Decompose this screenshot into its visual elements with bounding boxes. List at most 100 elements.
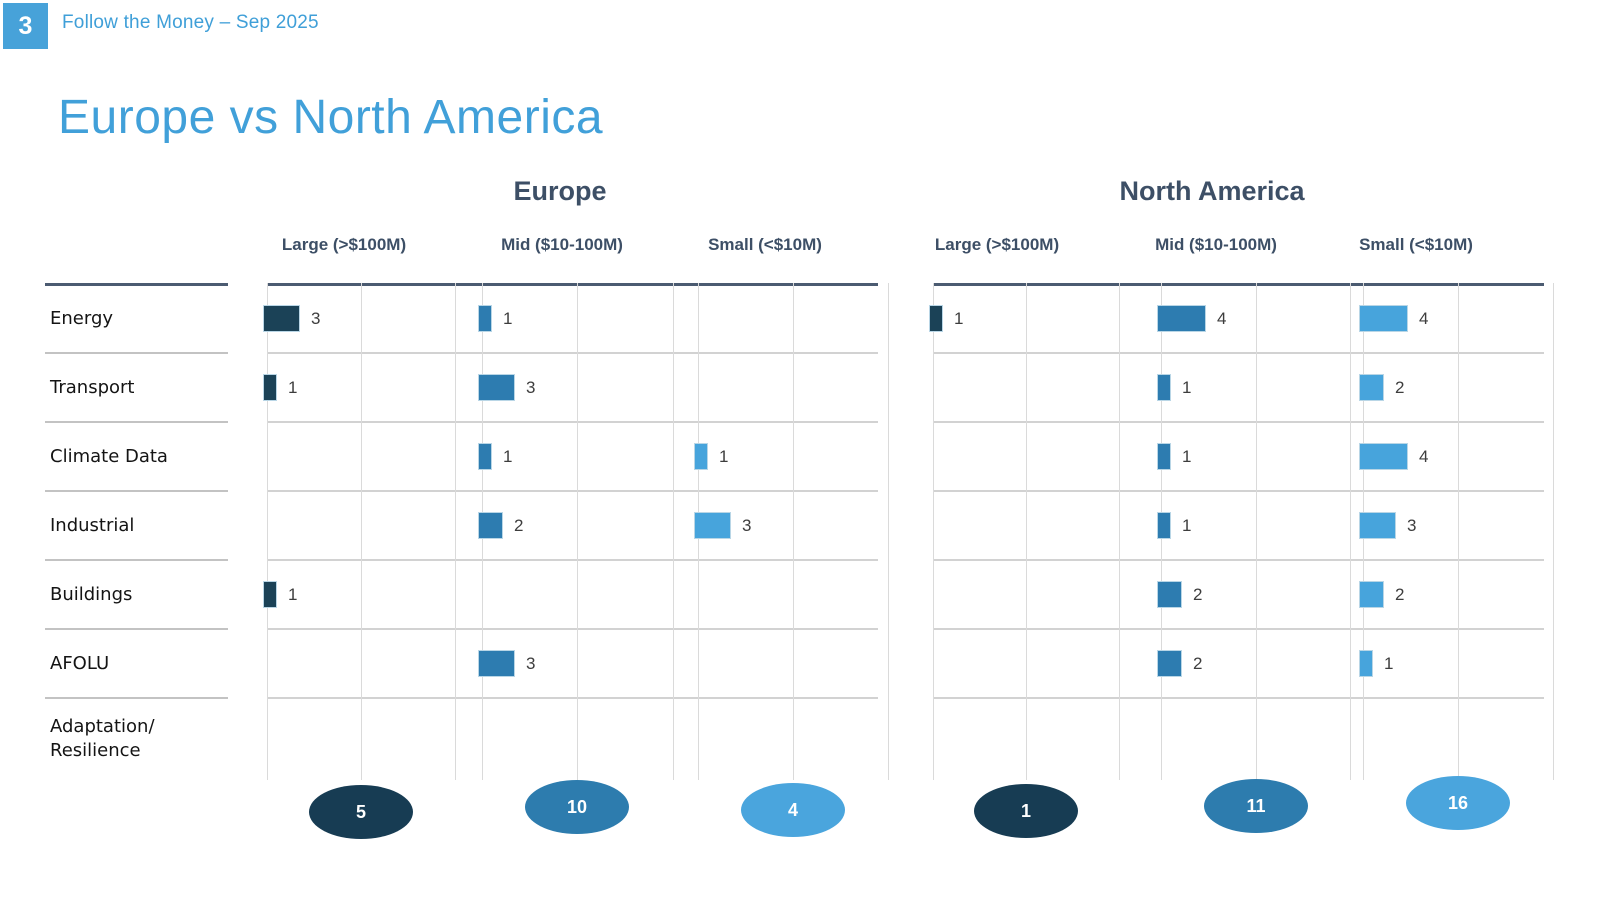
grid-vline [1458, 283, 1459, 780]
row-separator [45, 421, 228, 423]
bar-north-america-afolu-mid-10-100m [1157, 650, 1182, 677]
bar-north-america-energy-small-10m [1359, 305, 1408, 332]
bar-value-label: 1 [1182, 378, 1192, 397]
row-separator [267, 628, 878, 630]
bar-europe-climate-data-mid-10-100m [478, 443, 492, 470]
bar-value-label: 3 [311, 309, 321, 328]
row-label-energy: Energy [50, 307, 114, 329]
bar-value-label: 1 [1384, 654, 1394, 673]
total-badge-north-america-small-10m: 16 [1406, 776, 1510, 830]
bar-value-label: 2 [1395, 585, 1405, 604]
bar-value-label: 1 [503, 309, 513, 328]
row-separator [933, 352, 1544, 354]
bar-europe-transport-large-100m [263, 374, 277, 401]
bar-north-america-buildings-mid-10-100m [1157, 581, 1182, 608]
bar-value-label: 3 [1407, 516, 1417, 535]
bar-value-label: 1 [503, 447, 513, 466]
bar-europe-transport-mid-10-100m [478, 374, 515, 401]
bar-north-america-buildings-small-10m [1359, 581, 1384, 608]
row-header-top-rule [45, 283, 228, 286]
column-header-europe-large-100m: Large (>$100M) [281, 235, 407, 254]
bar-north-america-climate-data-small-10m [1359, 443, 1408, 470]
bar-value-label: 1 [954, 309, 964, 328]
column-header-europe-mid-10-100m: Mid ($10-100M) [501, 235, 623, 254]
bar-value-label: 3 [742, 516, 752, 535]
total-badge-europe-large-100m: 5 [309, 785, 413, 839]
row-separator [45, 490, 228, 492]
bar-value-label: 2 [1395, 378, 1405, 397]
grid-vline [1350, 283, 1351, 780]
bar-value-label: 2 [514, 516, 524, 535]
bar-europe-buildings-large-100m [263, 581, 277, 608]
column-header-north-america-mid-10-100m: Mid ($10-100M) [1155, 235, 1277, 254]
total-badge-europe-small-10m: 4 [741, 783, 845, 837]
grid-vline [673, 283, 674, 780]
total-badge-europe-mid-10-100m: 10 [525, 780, 629, 834]
bar-north-america-energy-large-100m [929, 305, 943, 332]
deck-title: Follow the Money – Sep 2025 [62, 12, 319, 33]
bar-value-label: 1 [1182, 516, 1192, 535]
row-separator [933, 490, 1544, 492]
bar-value-label: 2 [1193, 585, 1203, 604]
north-america-grid-top-rule [933, 283, 1544, 286]
bar-north-america-industrial-mid-10-100m [1157, 512, 1171, 539]
row-separator [933, 628, 1544, 630]
column-header-north-america-small-10m: Small (<$10M) [1359, 235, 1473, 254]
grid-vline [888, 283, 889, 780]
north-america-chart-title: North America [1119, 176, 1305, 206]
row-separator [45, 352, 228, 354]
bar-north-america-afolu-small-10m [1359, 650, 1373, 677]
row-label-transport: Transport [50, 376, 135, 398]
row-separator [267, 421, 878, 423]
bar-north-america-climate-data-mid-10-100m [1157, 443, 1171, 470]
bar-value-label: 4 [1217, 309, 1227, 328]
bar-value-label: 1 [1182, 447, 1192, 466]
total-badge-north-america-mid-10-100m: 11 [1204, 779, 1308, 833]
bar-value-label: 2 [1193, 654, 1203, 673]
grid-vline [1256, 283, 1257, 780]
row-separator [45, 697, 228, 699]
bar-value-label: 4 [1419, 447, 1429, 466]
grid-vline [455, 283, 456, 780]
europe-chart-title: Europe [513, 176, 607, 206]
grid-vline [1119, 283, 1120, 780]
slide-title: Europe vs North America [58, 91, 604, 144]
bar-value-label: 1 [288, 585, 298, 604]
bar-value-label: 4 [1419, 309, 1429, 328]
row-separator [267, 559, 878, 561]
bar-europe-energy-mid-10-100m [478, 305, 492, 332]
bar-north-america-transport-mid-10-100m [1157, 374, 1171, 401]
europe-grid-top-rule [267, 283, 878, 286]
row-separator [45, 628, 228, 630]
row-label-afolu: AFOLU [50, 652, 110, 674]
row-separator [267, 352, 878, 354]
grid-vline [1026, 283, 1027, 780]
grid-vline [1553, 283, 1554, 780]
row-separator [267, 697, 878, 699]
row-label-climate-data: Climate Data [50, 445, 168, 467]
grid-vline [933, 283, 934, 780]
bar-europe-industrial-mid-10-100m [478, 512, 503, 539]
bar-value-label: 1 [719, 447, 729, 466]
row-separator [267, 490, 878, 492]
row-label-buildings: Buildings [50, 583, 133, 605]
grid-vline [793, 283, 794, 780]
bar-europe-climate-data-small-10m [694, 443, 708, 470]
bar-europe-industrial-small-10m [694, 512, 731, 539]
bar-value-label: 1 [288, 378, 298, 397]
grid-vline [267, 283, 268, 780]
bar-north-america-energy-mid-10-100m [1157, 305, 1206, 332]
bar-europe-afolu-mid-10-100m [478, 650, 515, 677]
bar-europe-energy-large-100m [263, 305, 300, 332]
column-header-europe-small-10m: Small (<$10M) [708, 235, 822, 254]
row-separator [45, 559, 228, 561]
grid-vline [577, 283, 578, 780]
bar-north-america-industrial-small-10m [1359, 512, 1396, 539]
row-label-industrial: Industrial [50, 514, 135, 536]
bar-value-label: 3 [526, 654, 536, 673]
bar-value-label: 3 [526, 378, 536, 397]
row-separator [933, 421, 1544, 423]
page-number-badge: 3 [3, 3, 48, 49]
grid-vline [361, 283, 362, 780]
